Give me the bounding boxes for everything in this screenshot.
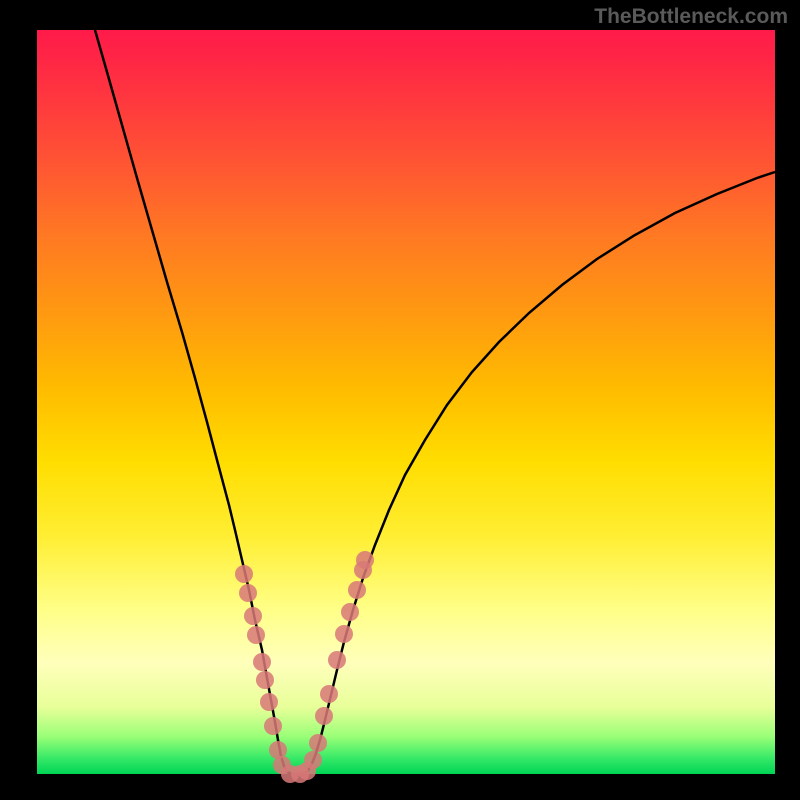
data-marker (244, 607, 262, 625)
marker-group (235, 551, 374, 783)
data-marker (356, 551, 374, 569)
data-marker (335, 625, 353, 643)
data-marker (309, 734, 327, 752)
data-marker (256, 671, 274, 689)
data-marker (348, 581, 366, 599)
chart-svg-overlay (0, 0, 800, 800)
data-marker (315, 707, 333, 725)
data-marker (260, 693, 278, 711)
data-marker (253, 653, 271, 671)
right-curve (302, 172, 775, 774)
data-marker (264, 717, 282, 735)
data-marker (320, 685, 338, 703)
data-marker (247, 626, 265, 644)
data-marker (328, 651, 346, 669)
data-marker (341, 603, 359, 621)
watermark-text: TheBottleneck.com (594, 5, 788, 29)
data-marker (304, 751, 322, 769)
data-marker (235, 565, 253, 583)
data-marker (239, 584, 257, 602)
